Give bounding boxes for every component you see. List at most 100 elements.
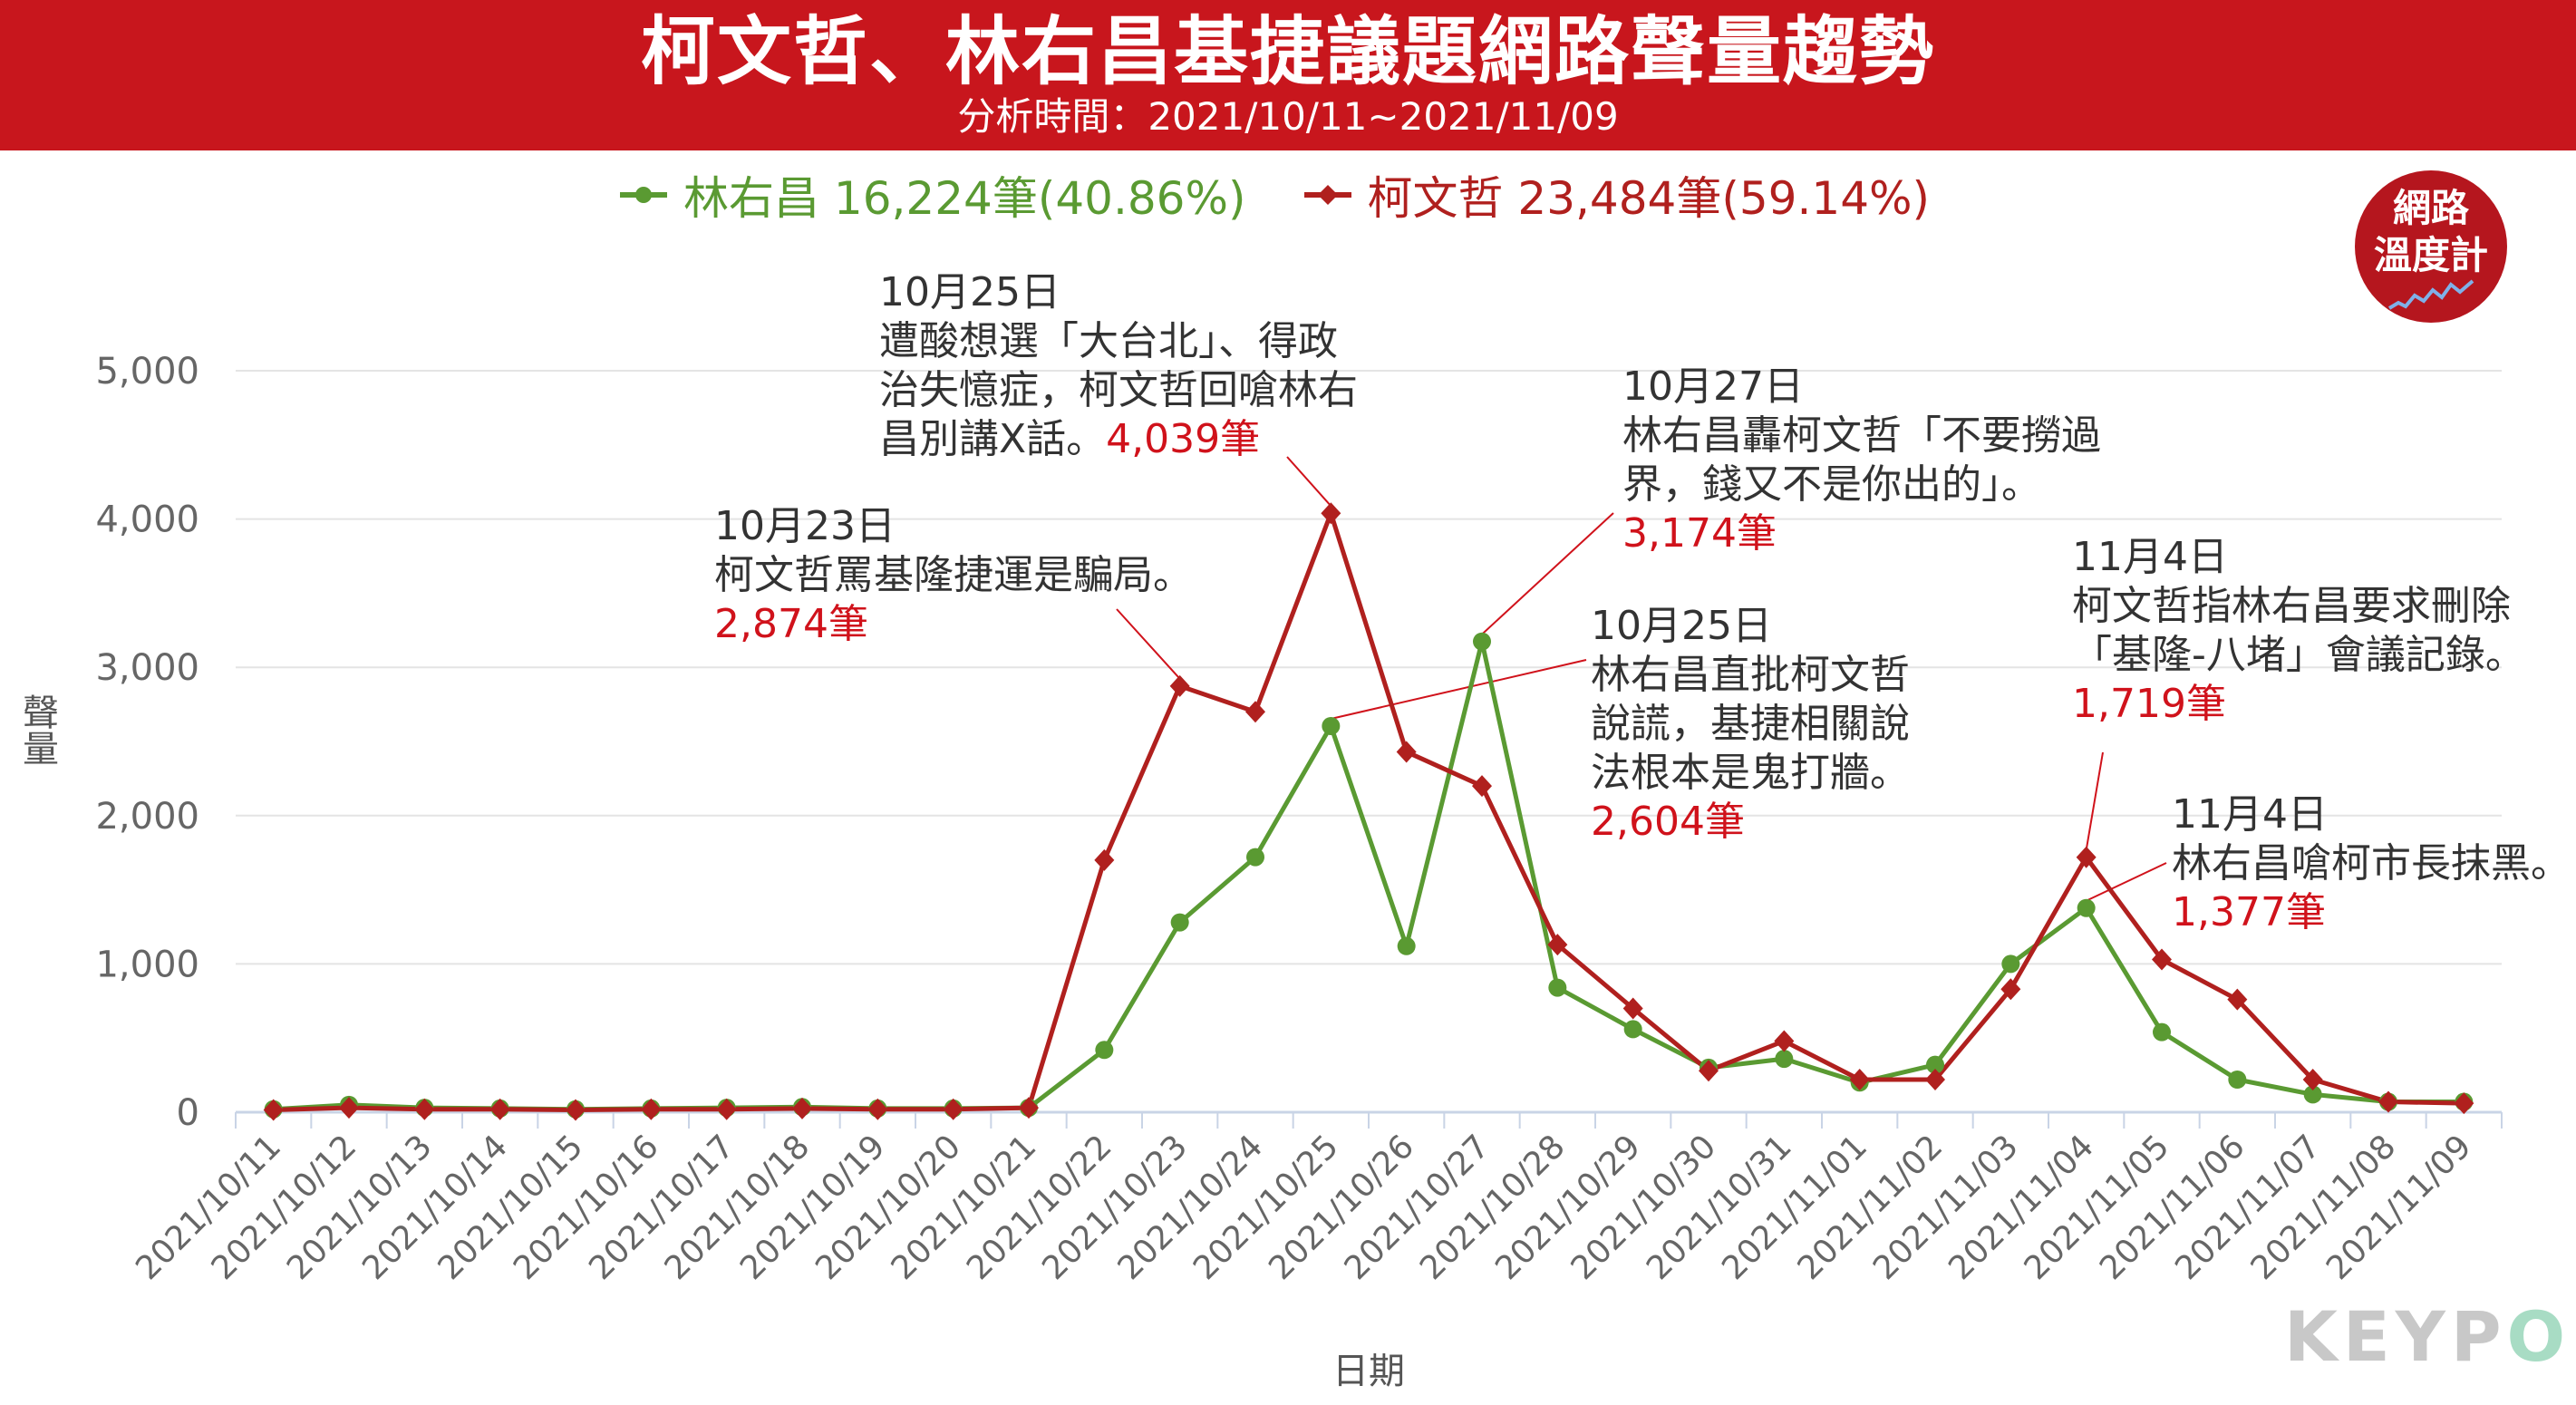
y-tick-label: 1,000 xyxy=(95,944,199,985)
annotation-date: 11月4日 xyxy=(2172,791,2328,838)
annotation-ko-1104: 11月4日 柯文哲指林右昌要求刪除 「基隆-八堵」會議記錄。 1,719筆 xyxy=(2072,533,2525,729)
annotation-ko-1023: 10月23日 柯文哲罵基隆捷運是騙局。 2,874筆 xyxy=(714,502,1193,649)
data-point-lin xyxy=(1170,913,1189,932)
annotation-text: 治失憶症，柯文哲回嗆林右 xyxy=(879,367,1358,413)
annotation-text: 說謊，基捷相關說 xyxy=(1591,701,1910,747)
annotation-leader-line xyxy=(1116,608,1181,680)
y-tick-label: 5,000 xyxy=(95,351,199,392)
data-point-ko xyxy=(1169,674,1190,697)
chart-title: 柯文哲、林右昌基捷議題網路聲量趨勢 xyxy=(640,9,1935,95)
data-point-ko xyxy=(2000,978,2021,1001)
data-point-lin xyxy=(1397,936,1416,955)
data-point-lin xyxy=(1095,1041,1114,1060)
annotation-text: 昌別講X話。 xyxy=(879,416,1107,462)
annotation-text: 界，錢又不是你出的」。 xyxy=(1622,461,2041,508)
annotation-value: 1,377筆 xyxy=(2172,889,2326,935)
data-point-lin xyxy=(1926,1055,1944,1074)
annotation-text: 「基隆-八堵」會議記錄。 xyxy=(2072,632,2525,678)
annotation-text: 柯文哲指林右昌要求刪除 xyxy=(2072,583,2511,629)
annotation-value: 1,719筆 xyxy=(2072,681,2226,727)
y-tick-label: 2,000 xyxy=(95,796,199,838)
annotation-text: 柯文哲罵基隆捷運是騙局。 xyxy=(714,552,1193,598)
data-point-ko xyxy=(1472,775,1492,798)
title-banner: 柯文哲、林右昌基捷議題網路聲量趨勢 分析時間：2021/10/11~2021/1… xyxy=(0,0,2576,150)
data-point-ko xyxy=(943,1098,964,1120)
data-point-ko xyxy=(2302,1069,2323,1091)
annotation-value: 3,174筆 xyxy=(1622,510,1777,557)
data-point-lin xyxy=(1623,1020,1642,1039)
y-axis-title: 聲量 xyxy=(16,693,58,766)
y-tick-label: 0 xyxy=(177,1092,199,1134)
annotation-leader-line xyxy=(1286,456,1332,507)
data-point-ko xyxy=(1094,848,1115,871)
data-point-lin xyxy=(1775,1050,1794,1069)
annotation-ko-1025: 10月25日 遭酸想選「大台北」、得政 治失憶症，柯文哲回嗆林右 昌別講X話。4… xyxy=(879,268,1358,464)
data-point-ko xyxy=(1925,1069,1945,1091)
legend-marker-ko xyxy=(1303,185,1351,205)
data-point-lin xyxy=(2077,898,2096,917)
annotation-date: 10月23日 xyxy=(714,503,896,549)
data-point-lin xyxy=(1246,848,1264,867)
data-point-ko xyxy=(2378,1090,2398,1113)
trend-icon xyxy=(2387,279,2474,310)
legend-item-lin[interactable]: 林右昌 16,224筆(40.86%) xyxy=(616,162,1246,228)
annotation-date: 10月27日 xyxy=(1622,363,1804,410)
annotation-date: 10月25日 xyxy=(879,269,1060,315)
data-point-ko xyxy=(1245,701,1265,723)
data-point-lin xyxy=(2153,1022,2171,1042)
data-point-ko xyxy=(2076,846,2097,868)
x-axis-title: 日期 xyxy=(1332,1351,1405,1392)
data-point-ko xyxy=(2152,948,2172,971)
data-point-ko xyxy=(339,1097,359,1119)
data-point-ko xyxy=(1699,1060,1719,1082)
series-line-ko xyxy=(273,510,2465,1113)
legend-label-lin: 林右昌 16,224筆(40.86%) xyxy=(683,172,1246,225)
y-tick-label: 4,000 xyxy=(95,499,199,541)
annotation-leader-line xyxy=(2085,751,2104,850)
annotation-date: 11月4日 xyxy=(2072,534,2228,580)
badge-line2: 溫度計 xyxy=(2373,233,2488,277)
data-point-ko xyxy=(489,1098,510,1120)
annotation-value: 2,604筆 xyxy=(1591,799,1745,845)
data-point-ko xyxy=(1019,1097,1039,1119)
data-point-ko xyxy=(1849,1069,1870,1091)
annotation-value: 4,039筆 xyxy=(1106,416,1261,462)
data-point-ko xyxy=(1622,997,1643,1020)
legend: 林右昌 16,224筆(40.86%) 柯文哲 23,484筆(59.14%) xyxy=(616,163,1984,227)
chart-subtitle: 分析時間：2021/10/11~2021/11/09 xyxy=(957,94,1619,139)
annotation-text: 林右昌轟柯文哲「不要撈過 xyxy=(1622,412,2101,459)
annotation-lin-1027: 10月27日 林右昌轟柯文哲「不要撈過 界，錢又不是你出的」。 3,174筆 xyxy=(1622,363,2101,558)
annotation-lin-1104: 11月4日 林右昌嗆柯市長抹黑。 1,377筆 xyxy=(2172,790,2571,937)
data-point-lin xyxy=(2303,1085,2322,1104)
annotation-leader-line xyxy=(1331,659,1587,720)
data-point-ko xyxy=(2227,988,2248,1011)
thermometer-badge: 網路 溫度計 xyxy=(2355,170,2507,323)
legend-label-ko: 柯文哲 23,484筆(59.14%) xyxy=(1367,172,1931,225)
data-point-ko xyxy=(1774,1030,1795,1052)
annotation-text: 林右昌直批柯文哲 xyxy=(1591,652,1910,698)
data-point-ko xyxy=(263,1099,284,1121)
data-point-lin xyxy=(1473,632,1491,651)
data-point-ko xyxy=(641,1098,662,1120)
annotation-text: 法根本是鬼打牆。 xyxy=(1591,750,1910,796)
annotation-leader-line xyxy=(2086,862,2167,902)
data-point-lin xyxy=(2228,1071,2247,1090)
data-point-ko xyxy=(566,1099,586,1121)
data-point-lin xyxy=(1322,716,1341,735)
data-point-ko xyxy=(792,1097,812,1119)
data-point-ko xyxy=(1396,741,1417,763)
annotation-lin-1025: 10月25日 林右昌直批柯文哲 說謊，基捷相關說 法根本是鬼打牆。 2,604筆 xyxy=(1591,602,1910,847)
data-point-lin xyxy=(1548,978,1567,997)
keypo-logo: KEYPO xyxy=(2284,1296,2571,1377)
legend-marker-lin xyxy=(620,187,667,203)
data-point-ko xyxy=(1547,934,1568,956)
y-tick-label: 3,000 xyxy=(95,647,199,689)
badge-line1: 網路 xyxy=(2392,186,2469,230)
annotation-text: 林右昌嗆柯市長抹黑。 xyxy=(2172,840,2571,887)
legend-item-ko[interactable]: 柯文哲 23,484筆(59.14%) xyxy=(1301,162,1931,228)
data-point-ko xyxy=(2454,1092,2474,1115)
data-point-ko xyxy=(1321,502,1341,525)
annotation-value: 2,874筆 xyxy=(714,601,868,647)
data-point-ko xyxy=(716,1098,737,1120)
